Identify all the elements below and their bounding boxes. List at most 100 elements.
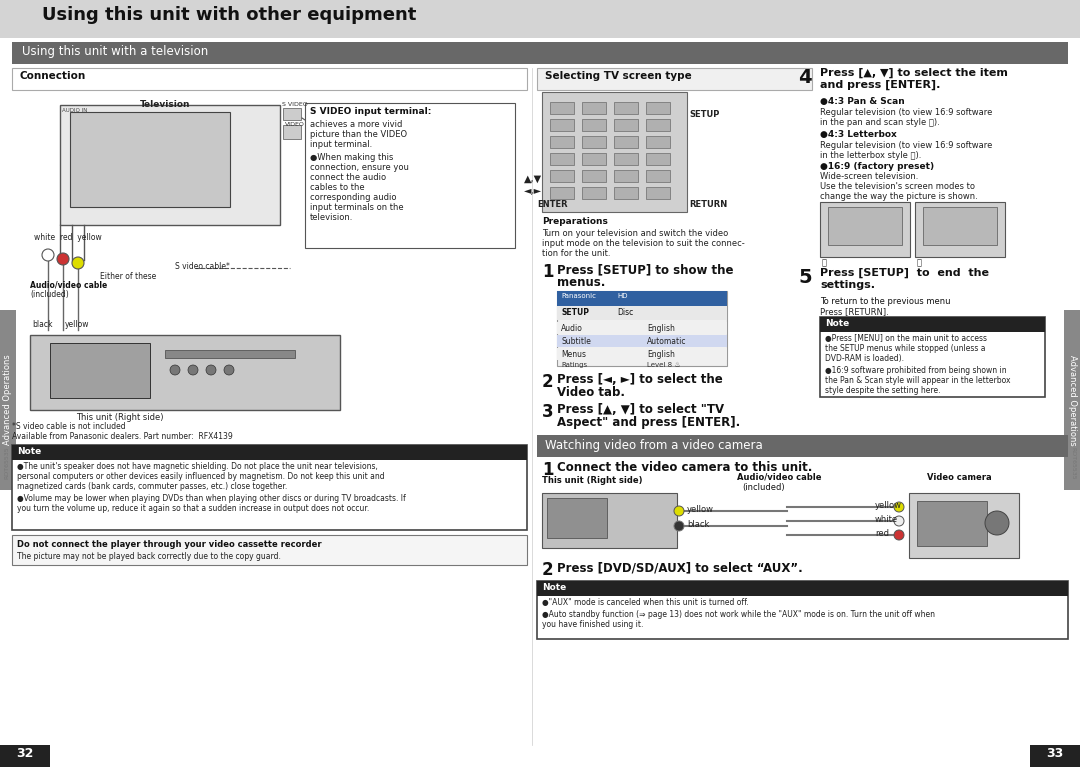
Bar bbox=[582, 187, 606, 199]
Text: ●"AUX" mode is canceled when this unit is turned off.: ●"AUX" mode is canceled when this unit i… bbox=[542, 598, 748, 607]
Bar bbox=[283, 108, 301, 120]
Text: ⓐ: ⓐ bbox=[822, 258, 827, 267]
Text: television.: television. bbox=[310, 213, 353, 222]
Bar bbox=[550, 102, 573, 114]
Text: 3: 3 bbox=[542, 403, 554, 421]
Text: Press [▲, ▼] to select "TV: Press [▲, ▼] to select "TV bbox=[557, 403, 724, 416]
Text: *S video cable is not included: *S video cable is not included bbox=[12, 422, 125, 431]
Text: 2: 2 bbox=[542, 373, 554, 391]
Text: 1: 1 bbox=[542, 461, 554, 479]
Bar bbox=[820, 202, 910, 257]
Text: ●16:9 software prohibited from being shown in: ●16:9 software prohibited from being sho… bbox=[825, 366, 1007, 375]
Bar bbox=[12, 42, 1068, 64]
Bar bbox=[582, 119, 606, 131]
Text: 4: 4 bbox=[798, 68, 812, 87]
Bar bbox=[582, 136, 606, 148]
Text: ●When making this: ●When making this bbox=[310, 153, 393, 162]
Text: Video camera: Video camera bbox=[927, 473, 991, 482]
Circle shape bbox=[985, 511, 1009, 535]
Text: in the letterbox style ⓑ).: in the letterbox style ⓑ). bbox=[820, 151, 921, 160]
Text: Note: Note bbox=[17, 447, 41, 456]
Bar bbox=[557, 306, 727, 320]
Bar bbox=[305, 103, 515, 248]
Bar bbox=[550, 170, 573, 182]
Text: Preparations: Preparations bbox=[542, 217, 608, 226]
Bar bbox=[615, 153, 638, 165]
Text: ENTER: ENTER bbox=[537, 200, 568, 209]
Bar bbox=[546, 498, 607, 538]
Bar bbox=[646, 187, 670, 199]
Bar bbox=[0, 0, 1080, 38]
Bar bbox=[923, 207, 997, 245]
Text: menus.: menus. bbox=[557, 276, 606, 289]
Text: yellow: yellow bbox=[875, 501, 902, 510]
Bar bbox=[557, 291, 727, 366]
Circle shape bbox=[188, 365, 198, 375]
Text: Wide-screen television.: Wide-screen television. bbox=[820, 172, 918, 181]
Text: English: English bbox=[647, 324, 675, 333]
Text: picture than the VIDEO: picture than the VIDEO bbox=[310, 130, 407, 139]
Text: DVD-RAM is loaded).: DVD-RAM is loaded). bbox=[825, 354, 904, 363]
Text: ROT65535: ROT65535 bbox=[1070, 446, 1076, 479]
Bar bbox=[557, 348, 727, 360]
Text: HD: HD bbox=[617, 293, 627, 299]
Text: Video tab.: Video tab. bbox=[557, 386, 625, 399]
Text: Press [RETURN].: Press [RETURN]. bbox=[820, 307, 889, 316]
Text: Using this unit with other equipment: Using this unit with other equipment bbox=[42, 6, 417, 24]
Text: magnetized cards (bank cards, commuter passes, etc.) close together.: magnetized cards (bank cards, commuter p… bbox=[17, 482, 287, 491]
Text: ●Auto standby function (⇒ page 13) does not work while the "AUX" mode is on. Tur: ●Auto standby function (⇒ page 13) does … bbox=[542, 610, 935, 619]
Bar bbox=[12, 535, 527, 565]
Bar bbox=[582, 170, 606, 182]
Bar bbox=[820, 317, 1045, 397]
Text: Using this unit with a television: Using this unit with a television bbox=[22, 45, 208, 58]
Text: ⓑ: ⓑ bbox=[917, 258, 922, 267]
Text: ●Volume may be lower when playing DVDs than when playing other discs or during T: ●Volume may be lower when playing DVDs t… bbox=[17, 494, 406, 503]
Bar bbox=[0, 745, 50, 767]
Text: Either of these: Either of these bbox=[100, 272, 157, 281]
Text: Audio/video cable: Audio/video cable bbox=[737, 473, 822, 482]
Text: black: black bbox=[32, 320, 53, 329]
Text: ●16:9 (factory preset): ●16:9 (factory preset) bbox=[820, 162, 934, 171]
Bar bbox=[557, 335, 727, 347]
Circle shape bbox=[894, 530, 904, 540]
Bar bbox=[820, 317, 1045, 332]
Text: ◄,►: ◄,► bbox=[524, 186, 542, 196]
Bar bbox=[12, 68, 527, 90]
Text: you have finished using it.: you have finished using it. bbox=[542, 620, 644, 629]
Bar bbox=[615, 102, 638, 114]
Text: 32: 32 bbox=[16, 747, 33, 760]
Bar bbox=[70, 112, 230, 207]
Text: connect the audio: connect the audio bbox=[310, 173, 387, 182]
Bar bbox=[50, 343, 150, 398]
Text: settings.: settings. bbox=[820, 280, 875, 290]
Text: Regular television (to view 16:9 software: Regular television (to view 16:9 softwar… bbox=[820, 108, 993, 117]
Text: Press [SETUP]  to  end  the: Press [SETUP] to end the bbox=[820, 268, 989, 278]
Text: Advanced Operations: Advanced Operations bbox=[1067, 354, 1077, 446]
Bar bbox=[917, 501, 987, 546]
Bar bbox=[12, 445, 527, 460]
Text: Press [▲, ▼] to select the item: Press [▲, ▼] to select the item bbox=[820, 68, 1008, 78]
Bar bbox=[828, 207, 902, 245]
Text: Note: Note bbox=[542, 583, 566, 592]
Text: Available from Panasonic dealers. Part number:  RFX4139: Available from Panasonic dealers. Part n… bbox=[12, 432, 233, 441]
Bar bbox=[582, 153, 606, 165]
Text: the Pan & Scan style will appear in the letterbox: the Pan & Scan style will appear in the … bbox=[825, 376, 1011, 385]
Text: ●Press [MENU] on the main unit to access: ●Press [MENU] on the main unit to access bbox=[825, 334, 987, 343]
Text: Do not connect the player through your video cassette recorder: Do not connect the player through your v… bbox=[17, 540, 322, 549]
Circle shape bbox=[57, 253, 69, 265]
Text: To return to the previous menu: To return to the previous menu bbox=[820, 297, 950, 306]
Text: red: red bbox=[875, 529, 889, 538]
Text: S video cable*: S video cable* bbox=[175, 262, 230, 271]
Text: Selecting TV screen type: Selecting TV screen type bbox=[545, 71, 692, 81]
Text: white: white bbox=[875, 515, 899, 524]
Text: Turn on your television and switch the video: Turn on your television and switch the v… bbox=[542, 229, 728, 238]
Bar bbox=[537, 581, 1068, 639]
Text: input terminals on the: input terminals on the bbox=[310, 203, 404, 212]
Bar bbox=[542, 92, 687, 212]
Text: 2: 2 bbox=[542, 561, 554, 579]
Text: ●4:3 Letterbox: ●4:3 Letterbox bbox=[820, 130, 896, 139]
Bar bbox=[1064, 310, 1080, 490]
Text: ROT65535: ROT65535 bbox=[4, 446, 10, 479]
Text: ▲,▼: ▲,▼ bbox=[524, 174, 542, 184]
Text: cables to the: cables to the bbox=[310, 183, 365, 192]
